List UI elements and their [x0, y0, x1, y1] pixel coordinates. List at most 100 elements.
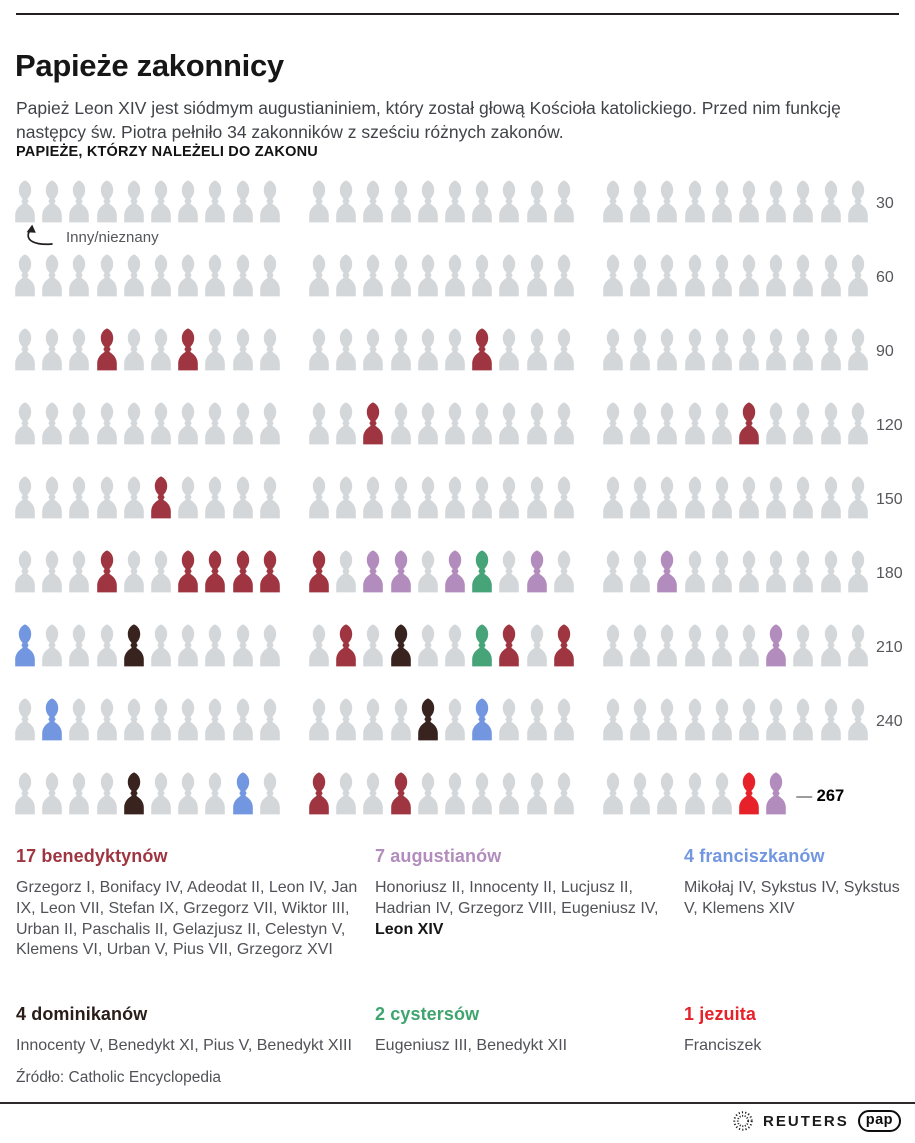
pope-row: 120: [0, 402, 915, 445]
pope-bust: [846, 180, 870, 223]
pope-bust: [764, 402, 788, 445]
legend-order-name: jezuita: [699, 1004, 756, 1024]
pope-bust: [819, 402, 843, 445]
pope-bust: [149, 254, 173, 297]
pope-bust: [552, 476, 576, 519]
pope-bust: [334, 772, 358, 815]
pope-bust: [307, 402, 331, 445]
pope-bust: [470, 180, 494, 223]
pope-bust: [737, 254, 761, 297]
pope-bust: [846, 624, 870, 667]
highlighted-member: Leon XIV: [375, 920, 444, 938]
pope-bust: [628, 328, 652, 371]
pap-logo: pap: [857, 1110, 901, 1132]
pope-bust-benedyktyni: [552, 624, 576, 667]
pope-bust-augustianie: [764, 624, 788, 667]
pope-bust: [846, 476, 870, 519]
pope-bust: [13, 698, 37, 741]
pope-bust: [231, 698, 255, 741]
pope-bust-dominikanie: [389, 624, 413, 667]
pope-bust: [443, 180, 467, 223]
members-text: Innocenty V, Benedykt XI, Pius V, Benedy…: [16, 1037, 352, 1054]
pope-bust: [710, 550, 734, 593]
pope-bust: [40, 624, 64, 667]
pope-bust: [231, 180, 255, 223]
pope-bust: [389, 476, 413, 519]
pope-bust: [334, 698, 358, 741]
pope-bust-benedyktyni: [176, 550, 200, 593]
legend-members: Innocenty V, Benedykt XI, Pius V, Benedy…: [16, 1036, 366, 1057]
pope-bust: [40, 328, 64, 371]
legend-franciszkanie: 4 franciszkanów Mikołaj IV, Sykstus IV, …: [684, 846, 906, 920]
pope-bust: [791, 328, 815, 371]
pope-bust: [819, 698, 843, 741]
pope-bust: [628, 180, 652, 223]
pope-bust: [149, 180, 173, 223]
pope-bust: [231, 328, 255, 371]
pope-bust: [497, 550, 521, 593]
legend-members: Mikołaj IV, Sykstus IV, Sykstus V, Kleme…: [684, 878, 906, 920]
pope-bust: [67, 550, 91, 593]
pope-bust: [176, 180, 200, 223]
pope-bust: [40, 402, 64, 445]
pope-bust: [552, 402, 576, 445]
members-text: Grzegorz I, Bonifacy IV, Adeodat II, Leo…: [16, 879, 358, 959]
pope-bust: [819, 624, 843, 667]
pope-bust: [67, 180, 91, 223]
page-title: Papieże zakonnicy: [15, 47, 284, 83]
pope-row: 240: [0, 698, 915, 741]
pope-bust: [389, 180, 413, 223]
row-end-label: 180: [876, 565, 903, 582]
row-end-label: 60: [876, 269, 894, 286]
popes-pictogram-chart: 30 60 90 120 150 180 210 240 — 267: [0, 180, 915, 828]
pope-bust: [176, 698, 200, 741]
pope-bust: [655, 772, 679, 815]
pope-bust: [655, 254, 679, 297]
pope-bust-benedyktyni: [389, 772, 413, 815]
pope-bust: [95, 254, 119, 297]
pope-bust: [334, 476, 358, 519]
pope-bust-franciszkanie: [470, 698, 494, 741]
pope-bust: [764, 550, 788, 593]
pope-bust: [552, 328, 576, 371]
pope-bust: [361, 180, 385, 223]
pope-bust: [416, 772, 440, 815]
pope-bust: [791, 402, 815, 445]
pope-bust: [443, 254, 467, 297]
pope-bust: [655, 698, 679, 741]
pope-bust: [13, 476, 37, 519]
legend-count: 17: [16, 846, 37, 866]
pope-bust-augustianie: [525, 550, 549, 593]
pope-bust: [40, 476, 64, 519]
members-text: Eugeniusz III, Benedykt XII: [375, 1037, 568, 1054]
annotation-label: Inny/nieznany: [66, 228, 159, 246]
pope-bust: [361, 476, 385, 519]
pope-bust: [846, 254, 870, 297]
pope-bust: [67, 254, 91, 297]
pope-bust: [361, 772, 385, 815]
pope-bust: [497, 180, 521, 223]
legend-count: 2: [375, 1004, 386, 1024]
pope-bust: [737, 328, 761, 371]
pope-bust: [683, 698, 707, 741]
pope-bust: [710, 772, 734, 815]
pope-bust: [791, 550, 815, 593]
pope-bust: [67, 624, 91, 667]
pope-row: 90: [0, 328, 915, 371]
pope-bust-augustianie: [389, 550, 413, 593]
pope-bust-benedyktyni: [334, 624, 358, 667]
pope-bust: [13, 772, 37, 815]
row-end-label: — 267: [796, 787, 845, 805]
pope-bust: [601, 772, 625, 815]
pope-bust-cystersi: [470, 550, 494, 593]
pope-bust: [710, 180, 734, 223]
pope-bust: [819, 254, 843, 297]
pope-bust: [683, 550, 707, 593]
pope-bust: [203, 254, 227, 297]
pope-bust: [601, 328, 625, 371]
legend-header: 17 benedyktynów: [16, 846, 366, 867]
pope-bust: [764, 476, 788, 519]
pope-bust: [13, 254, 37, 297]
pope-bust: [628, 624, 652, 667]
pope-bust: [67, 698, 91, 741]
